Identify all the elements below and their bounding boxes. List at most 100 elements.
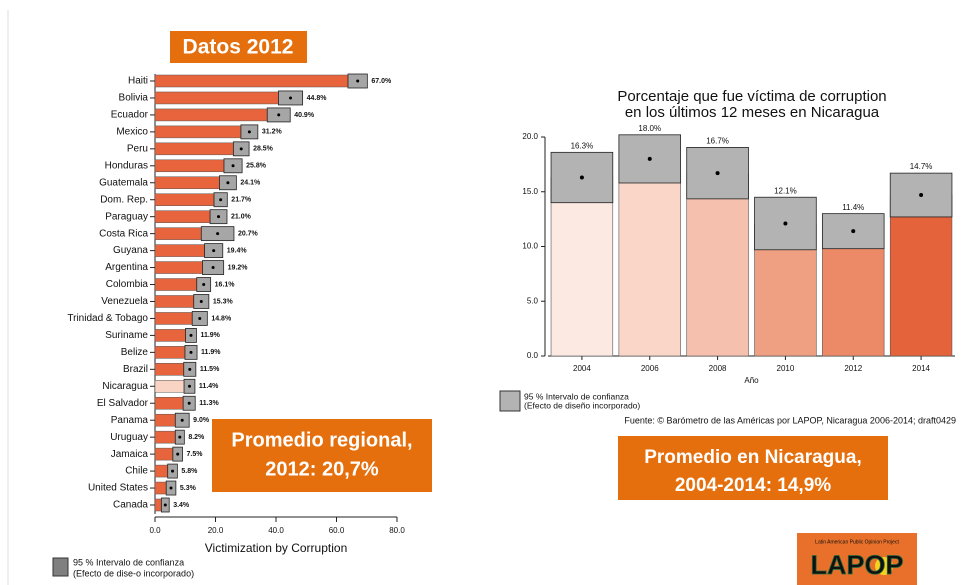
y-tick-label: 20.0: [522, 132, 538, 141]
y-tick-label: Dom. Rep.: [100, 194, 148, 205]
point: [217, 215, 221, 219]
bar: [154, 176, 229, 190]
point: [163, 503, 167, 507]
nicaragua-box: [618, 436, 888, 500]
value-label: 12.1%: [774, 186, 797, 195]
point: [176, 452, 180, 456]
point: [783, 221, 788, 226]
y-tick-label: Mexico: [116, 127, 148, 138]
point: [202, 283, 206, 287]
point: [211, 266, 215, 270]
bar: [822, 230, 885, 357]
header: Datos 2012: [183, 36, 294, 59]
bar: [154, 193, 221, 206]
legend-swatch: [52, 557, 69, 577]
y-tick-label: Bolivia: [119, 93, 149, 104]
bar: [154, 91, 291, 105]
header-box: [170, 31, 307, 63]
value-label: 16.3%: [571, 141, 594, 150]
bar: [154, 210, 219, 223]
y-tick-label: Trinidad & Tobago: [67, 313, 148, 324]
value-label: 25.8%: [246, 163, 267, 170]
y-tick-label: Jamaica: [111, 449, 149, 460]
legend-text: (Efecto de diseño incorporado): [524, 400, 640, 410]
regional-box: [212, 419, 432, 492]
point: [187, 384, 191, 388]
logo: [797, 533, 917, 585]
value-label: 11.5%: [200, 366, 220, 373]
y-tick-label: Suriname: [105, 330, 148, 341]
point: [189, 333, 193, 337]
y-tick-label: Guatemala: [99, 177, 148, 188]
y-tick-label: 15.0: [522, 187, 538, 196]
y-tick-label: Peru: [127, 143, 148, 154]
value-label: 40.9%: [294, 112, 315, 119]
y-tick-label: 0.0: [527, 351, 539, 360]
value-label: 3.4%: [173, 502, 190, 509]
x-tick-label: 2004: [573, 364, 591, 373]
point: [647, 156, 652, 161]
point: [188, 367, 192, 371]
point: [189, 350, 193, 354]
x-tick-label: 20.0: [208, 526, 224, 535]
x-tick-label: 2012: [844, 364, 862, 373]
value-label: 11.4%: [199, 383, 219, 390]
value-label: 9.0%: [193, 417, 210, 424]
y-tick-label: Canada: [113, 500, 148, 511]
point: [198, 316, 202, 320]
value-label: 21.7%: [231, 197, 252, 204]
bar: [154, 108, 279, 122]
logo-circle: [875, 557, 893, 575]
y-tick-label: Ecuador: [111, 110, 149, 121]
point: [579, 175, 584, 180]
source: Fuente: © Barómetro de las Américas por …: [624, 415, 956, 425]
point: [226, 181, 230, 185]
value-label: 11.9%: [201, 349, 221, 356]
point: [277, 113, 281, 117]
point: [919, 193, 924, 198]
bar: [154, 142, 242, 156]
value-label: 16.7%: [706, 137, 729, 146]
point: [212, 249, 216, 253]
y-tick-label: United States: [88, 483, 148, 494]
x-tick-label: 2010: [777, 364, 795, 373]
y-tick-label: 10.0: [522, 242, 538, 251]
bar: [154, 74, 358, 88]
y-tick-label: Brazil: [123, 364, 148, 375]
point: [231, 164, 235, 168]
point: [171, 469, 175, 473]
point: [289, 96, 293, 100]
y-tick-label: Venezuela: [101, 296, 148, 307]
x-tick-label: 40.0: [268, 526, 284, 535]
bar: [154, 159, 234, 173]
x-tick-label: 60.0: [329, 526, 345, 535]
y-tick-label: Chile: [125, 466, 148, 477]
value-label: 19.4%: [227, 247, 248, 254]
chart-title: Porcentaje que fue víctima de corruption: [617, 88, 886, 105]
point: [180, 418, 184, 422]
value-label: 11.3%: [199, 400, 219, 407]
y-tick-label: Paraguay: [105, 211, 148, 222]
value-label: 7.5%: [187, 451, 204, 458]
legend-swatch: [499, 390, 521, 412]
x-tick-label: 2008: [709, 364, 727, 373]
y-tick-label: El Salvador: [97, 398, 149, 409]
y-tick-label: Nicaragua: [102, 381, 148, 392]
value-label: 14.8%: [211, 315, 232, 322]
value-label: 15.3%: [213, 298, 234, 305]
point: [216, 232, 220, 236]
y-tick-label: Argentina: [105, 262, 148, 273]
value-label: 24.1%: [240, 180, 261, 187]
legend-text: 95 % Intervalo de confianza: [73, 557, 184, 567]
y-tick-label: Haiti: [128, 76, 148, 87]
bar: [154, 125, 250, 139]
y-tick-label: Costa Rica: [99, 228, 148, 239]
x-tick-label: 80.0: [389, 526, 405, 535]
legend-text: 95 % Intervalo de confianza: [524, 391, 629, 401]
value-label: 18.0%: [638, 124, 661, 133]
x-axis-title: Año: [744, 376, 759, 385]
logo-name: LAPOP: [810, 550, 903, 580]
value-label: 11.9%: [200, 332, 220, 339]
bar: [889, 194, 953, 357]
